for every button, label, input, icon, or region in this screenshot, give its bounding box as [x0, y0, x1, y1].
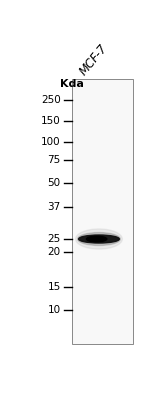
Text: 250: 250 [41, 95, 61, 105]
Ellipse shape [79, 235, 119, 243]
Ellipse shape [78, 233, 120, 246]
Text: 10: 10 [47, 305, 61, 315]
Text: MCF-7: MCF-7 [77, 41, 110, 78]
Text: 25: 25 [47, 234, 61, 244]
Text: 50: 50 [47, 178, 61, 188]
Text: Kda: Kda [60, 79, 84, 89]
Text: 100: 100 [41, 137, 61, 147]
Text: 20: 20 [47, 247, 61, 257]
Text: 150: 150 [41, 116, 61, 126]
Text: 15: 15 [47, 282, 61, 292]
Text: 75: 75 [47, 155, 61, 165]
Bar [72, 79, 133, 344]
Ellipse shape [86, 236, 107, 242]
Ellipse shape [76, 229, 122, 249]
Text: 37: 37 [47, 202, 61, 212]
